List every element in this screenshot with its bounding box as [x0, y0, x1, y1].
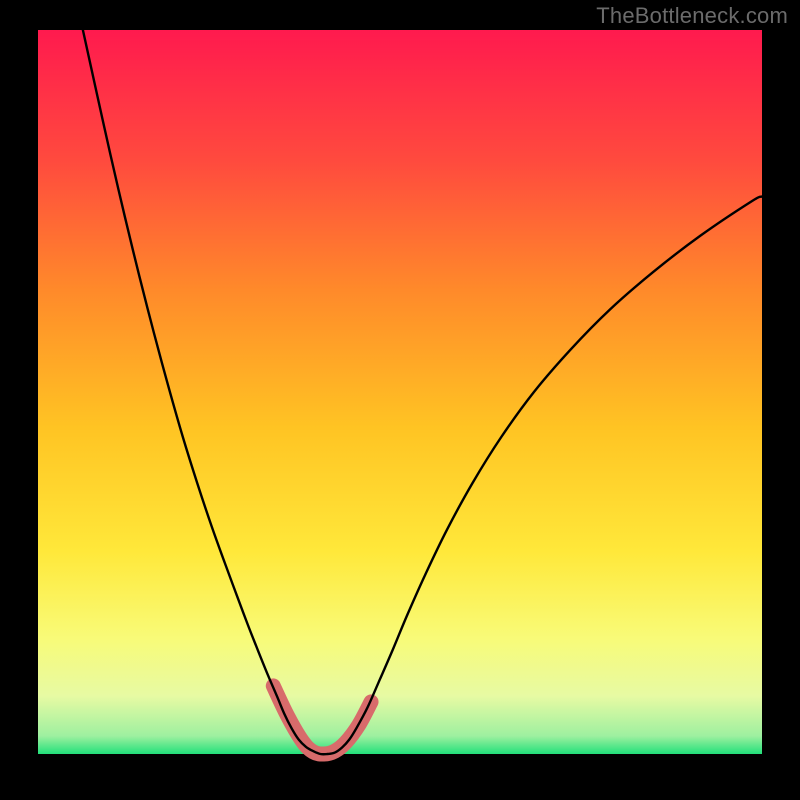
plot-background: [38, 30, 762, 754]
chart-svg: [0, 0, 800, 800]
chart-stage: TheBottleneck.com: [0, 0, 800, 800]
